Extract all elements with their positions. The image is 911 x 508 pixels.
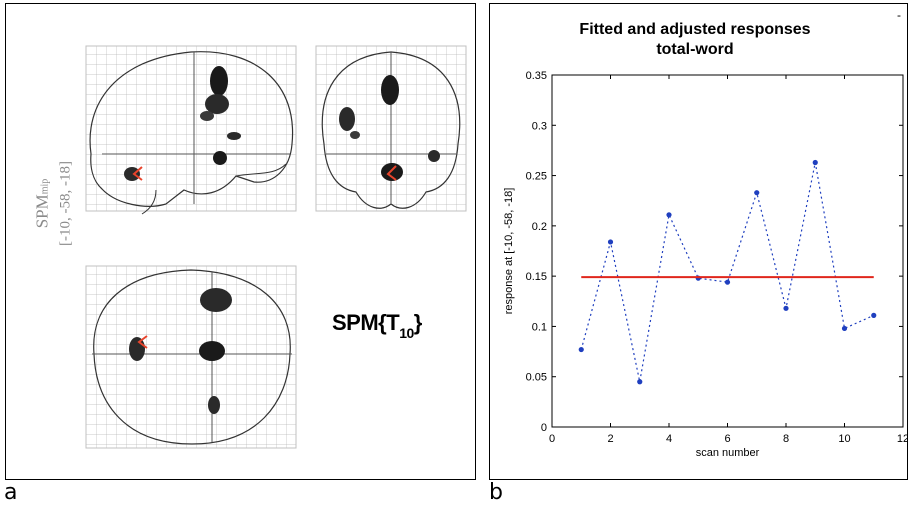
- adjusted-response-line: [580, 162, 874, 382]
- data-point: [783, 305, 789, 311]
- spm-stat-close: }: [413, 310, 423, 335]
- plot-frame: [551, 74, 904, 428]
- y-tick-label: 0: [541, 422, 547, 434]
- panel-letter-b: b: [489, 480, 503, 505]
- data-point: [812, 159, 818, 166]
- data-point: [754, 190, 760, 196]
- panel-a-mip: SPMmip [-10, -58, -18] SPM{T10}: [5, 3, 476, 480]
- x-axis-label: scan number: [696, 447, 760, 459]
- x-tick-label: 10: [838, 433, 850, 445]
- x-tick-label: 6: [724, 433, 730, 445]
- glass-brain-figure: [85, 45, 467, 449]
- mip-label: SPMmip [-10, -58, -18]: [33, 104, 76, 304]
- x-tick-label: 0: [549, 433, 555, 445]
- sagittal-view: [85, 45, 297, 215]
- x-tick-label: 8: [783, 433, 789, 445]
- y-tick-label: 0.05: [526, 372, 547, 384]
- corner-mark: -: [897, 8, 901, 22]
- y-tick-label: 0.35: [526, 70, 547, 82]
- data-point: [871, 312, 877, 318]
- data-point: [666, 212, 672, 218]
- chart-title: Fitted and adjusted responses: [579, 21, 811, 38]
- spm-stat-dof: 10: [399, 325, 414, 341]
- mip-title: SPM: [32, 194, 52, 229]
- panel-letter-a: a: [4, 480, 18, 505]
- y-tick-label: 0.2: [532, 221, 547, 233]
- data-point: [578, 346, 584, 353]
- data-point: [637, 379, 643, 385]
- response-chart: 0 2 4 6 8 10 12 0 0.05 0.1 0.15 0.2 0.25 0.3 0.35 scan …: [503, 70, 909, 459]
- mip-coordinates: [-10, -58, -18]: [57, 161, 74, 246]
- y-tick-label: 0.15: [526, 271, 547, 283]
- data-point: [724, 279, 731, 285]
- y-axis-label: response at [-10, -58, -18]: [503, 188, 515, 315]
- x-tick-label: 4: [666, 433, 672, 445]
- panel-b-chart: - Fitted and adjusted responses total-wo…: [489, 3, 909, 480]
- mip-subscript: mip: [39, 178, 51, 195]
- y-tick-label: 0.25: [526, 171, 547, 183]
- x-tick-label: 2: [607, 433, 613, 445]
- spm-statistic-label: SPM{T10}: [332, 310, 423, 341]
- x-tick-label: 12: [897, 433, 907, 445]
- axial-view: [85, 265, 297, 449]
- data-point: [607, 239, 614, 245]
- y-tick-label: 0.3: [532, 120, 547, 132]
- coronal-view: [315, 45, 467, 212]
- spm-stat-text: SPM{T: [332, 310, 400, 335]
- y-tick-label: 0.1: [532, 321, 547, 333]
- chart-subtitle: total-word: [656, 41, 734, 58]
- data-point: [841, 325, 848, 332]
